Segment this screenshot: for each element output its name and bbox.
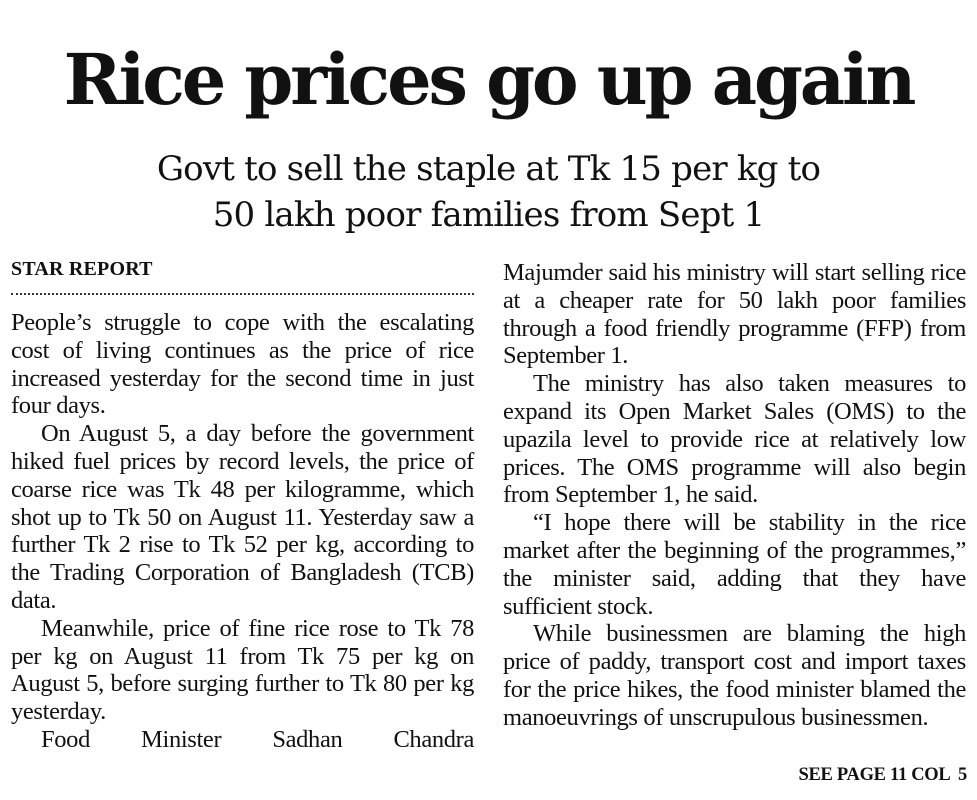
article-paragraph: The ministry has also taken measures to …: [503, 370, 966, 509]
headline: Rice prices go up again: [63, 38, 917, 121]
article-paragraph: Food Minister Sadhan Chandra: [41, 725, 474, 753]
continued-on-page-link[interactable]: SEE PAGE 11 COL 5: [798, 765, 967, 785]
byline: STAR REPORT: [11, 258, 153, 280]
article-paragraph: Meanwhile, price of fine rice rose to Tk…: [11, 614, 474, 726]
article-paragraph: People’s struggle to cope with the escal…: [11, 309, 474, 420]
subheadline-line-2: 50 lakh poor families from Sept 1: [212, 195, 765, 235]
subheadline: Govt to sell the staple at Tk 15 per kg …: [0, 146, 977, 238]
article-column-left: People’s struggle to cope with the escal…: [11, 309, 474, 754]
byline-divider: [11, 293, 474, 295]
article-paragraph: Majumder said his ministry will start se…: [503, 259, 966, 370]
article-paragraph: “I hope there will be stability in the r…: [503, 509, 966, 620]
article-paragraph: While businessmen are blaming the high p…: [503, 620, 966, 731]
article-paragraph: On August 5, a day before the government…: [11, 420, 474, 614]
article-column-right: Majumder said his ministry will start se…: [503, 259, 966, 732]
subheadline-line-1: Govt to sell the staple at Tk 15 per kg …: [156, 149, 821, 189]
